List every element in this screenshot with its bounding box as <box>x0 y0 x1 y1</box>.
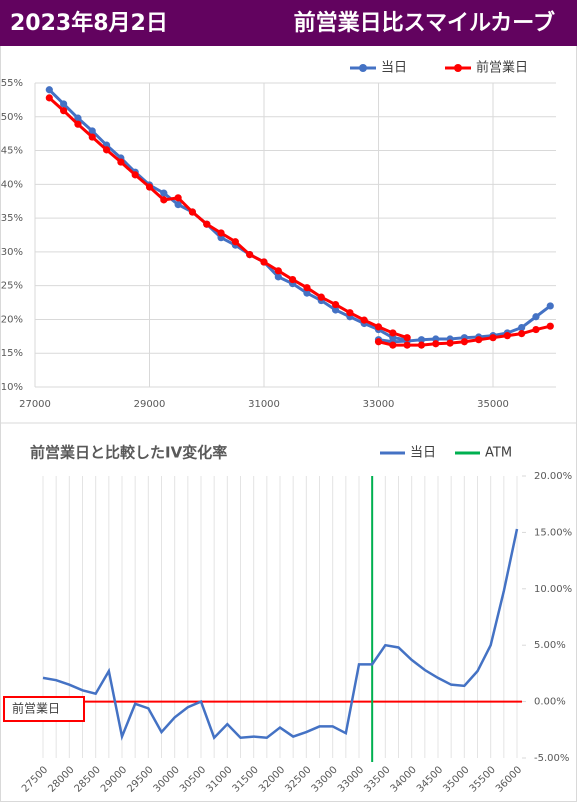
reference-label: 前営業日 <box>12 701 60 716</box>
header-date: 2023年8月2日 <box>10 10 168 36</box>
x-tick-label: 27000 <box>19 399 51 410</box>
y-tick-label: 20% <box>1 314 23 325</box>
legend-label: ATM <box>485 446 512 461</box>
point <box>546 302 554 310</box>
point <box>246 250 254 259</box>
point <box>174 201 182 209</box>
legend-label: 前営業日 <box>476 60 528 76</box>
point <box>489 334 497 342</box>
point <box>532 313 540 321</box>
legend-marker <box>359 64 367 72</box>
series-line <box>42 528 519 741</box>
header-title: 前営業日比スマイルカーブ <box>294 10 555 36</box>
point <box>188 208 197 216</box>
y-tick-label: 15% <box>1 348 23 359</box>
point <box>88 127 96 135</box>
point <box>303 289 311 297</box>
y-tick-label: 25% <box>1 281 23 292</box>
point <box>374 323 383 331</box>
point <box>532 325 540 334</box>
point <box>417 336 426 344</box>
header-bar <box>0 0 577 46</box>
point <box>117 158 125 166</box>
point <box>475 336 483 344</box>
point <box>331 300 340 309</box>
x-tick-label: 35000 <box>477 399 509 410</box>
point <box>518 330 526 338</box>
y2-tick-label: 10.00% <box>534 584 572 595</box>
point <box>203 220 211 228</box>
point <box>45 86 53 94</box>
y2-tick-label: 20.00% <box>534 471 572 482</box>
x-tick-label: 33000 <box>363 399 395 410</box>
point <box>217 229 225 237</box>
point <box>346 309 354 317</box>
point <box>403 334 411 342</box>
point <box>360 316 368 324</box>
point <box>389 329 397 337</box>
point <box>160 196 168 204</box>
point <box>160 189 168 197</box>
point <box>60 107 68 115</box>
y-tick-label: 35% <box>1 213 23 224</box>
point <box>389 341 397 349</box>
point <box>417 341 426 349</box>
y2-tick-label: 5.00% <box>534 640 566 651</box>
point <box>274 273 282 281</box>
point <box>303 284 311 292</box>
legend-label: 当日 <box>381 61 407 76</box>
legend-marker <box>454 64 462 72</box>
reference-label-box <box>3 696 85 722</box>
point <box>403 341 411 349</box>
point <box>88 133 96 141</box>
y2-tick-label: 0.00% <box>534 697 566 708</box>
y-tick-label: 55% <box>1 78 23 89</box>
point <box>518 323 526 332</box>
point <box>131 171 139 179</box>
point <box>374 338 383 346</box>
point <box>74 120 82 128</box>
point <box>331 306 340 314</box>
point <box>45 94 53 102</box>
point <box>174 194 182 202</box>
point <box>432 340 440 348</box>
point <box>446 339 454 347</box>
point <box>317 293 325 301</box>
y-tick-label: 10% <box>1 382 23 393</box>
point <box>145 183 154 191</box>
y-tick-label: 50% <box>1 112 23 123</box>
point <box>289 275 297 284</box>
point <box>60 100 68 108</box>
y-tick-label: 30% <box>1 247 23 258</box>
chart-title: 前営業日と比較したIV変化率 <box>30 444 227 462</box>
point <box>102 146 111 154</box>
legend-label: 当日 <box>410 446 436 461</box>
point <box>231 238 239 246</box>
x-tick-label: 31000 <box>248 399 280 410</box>
x-tick-label: 29000 <box>134 399 166 410</box>
y-tick-label: 40% <box>1 179 23 190</box>
point <box>546 322 554 330</box>
point <box>260 258 268 266</box>
point <box>460 338 468 346</box>
y2-tick-label: 15.00% <box>534 527 572 538</box>
y-tick-label: 45% <box>1 146 23 157</box>
y2-tick-label: -5.00% <box>534 753 569 764</box>
point <box>274 267 282 275</box>
point <box>74 114 82 122</box>
point <box>503 332 511 340</box>
